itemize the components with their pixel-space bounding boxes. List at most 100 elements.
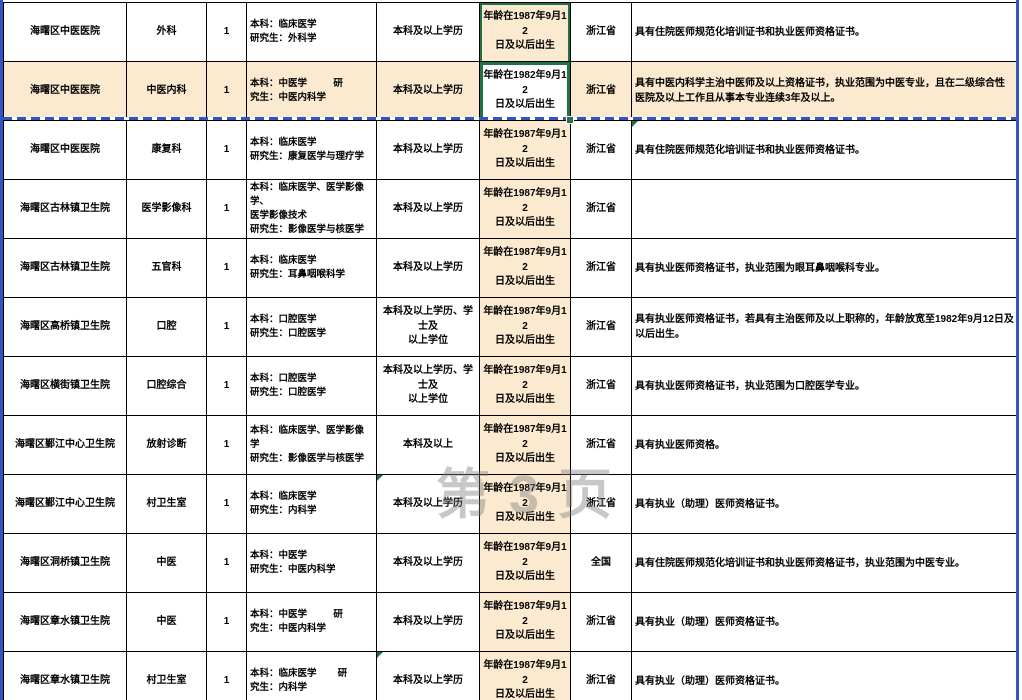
cell-count[interactable]: 1 — [206, 415, 247, 475]
cell-region[interactable]: 浙江省 — [570, 651, 632, 700]
cell-count[interactable]: 1 — [206, 61, 247, 121]
cell-remark[interactable]: 具有执业（助理）医师资格证书。 — [631, 592, 1018, 652]
cell-position[interactable]: 康复科 — [126, 120, 207, 180]
cell-education[interactable]: 本科：临床医学 研究生：内科学 — [246, 474, 377, 534]
cell-remark[interactable]: 具有执业医师资格证书，执业范围为口腔医学专业。 — [631, 356, 1018, 416]
cell-age[interactable]: 年龄在1987年9月12 日及以后出生 — [479, 297, 571, 357]
cell-education[interactable]: 本科：临床医学 研 究生：内科学 — [246, 651, 377, 700]
cell-count[interactable]: 1 — [206, 297, 247, 357]
cell-age-selection-range-top[interactable]: 年龄在1987年9月12 日及以后出生 — [479, 2, 571, 62]
cell-count[interactable]: 1 — [206, 651, 247, 700]
cell-degree[interactable]: 本科及以上学历 — [376, 120, 480, 180]
cell-education[interactable]: 本科：中医学 研 究生：中医内科学 — [246, 592, 377, 652]
cell-remark[interactable]: 具有住院医师规范化培训证书和执业医师资格证书。 — [631, 120, 1018, 180]
cell-position[interactable]: 村卫生室 — [126, 474, 207, 534]
cell-education[interactable]: 本科：临床医学 研究生：康复医学与理疗学 — [246, 120, 377, 180]
cell-count[interactable]: 1 — [206, 356, 247, 416]
cell-age[interactable]: 年龄在1987年9月12 日及以后出生 — [479, 651, 571, 700]
cell-region[interactable]: 浙江省 — [570, 238, 632, 298]
cell-degree[interactable]: 本科及以上 — [376, 415, 480, 475]
cell-remark[interactable]: 具有执业医师资格。 — [631, 415, 1018, 475]
cell-age[interactable]: 年龄在1987年9月12 日及以后出生 — [479, 592, 571, 652]
cell-org[interactable]: 海曙区中医医院 — [3, 2, 127, 62]
cell-position[interactable]: 口腔 — [126, 297, 207, 357]
cell-education[interactable]: 本科：中医学 研究生：中医内科学 — [246, 533, 377, 593]
cell-degree[interactable]: 本科及以上学历 — [376, 61, 480, 121]
cell-remark[interactable]: 具有中医内科学主治中医师及以上资格证书，执业范围为中医专业，且在二级综合性医院及… — [631, 61, 1018, 121]
cell-position[interactable]: 村卫生室 — [126, 651, 207, 700]
cell-remark[interactable]: 具有执业（助理）医师资格证书。 — [631, 474, 1018, 534]
cell-org[interactable]: 海曙区洞桥镇卫生院 — [3, 533, 127, 593]
cell-remark[interactable]: 具有住院医师规范化培训证书和执业医师资格证书。 — [631, 2, 1018, 62]
cell-count[interactable]: 1 — [206, 238, 247, 298]
cell-count[interactable]: 1 — [206, 2, 247, 62]
cell-org[interactable]: 海曙区高桥镇卫生院 — [3, 297, 127, 357]
cell-region[interactable]: 浙江省 — [570, 120, 632, 180]
cell-org[interactable]: 海曙区鄞江中心卫生院 — [3, 415, 127, 475]
cell-position[interactable]: 中医内科 — [126, 61, 207, 121]
cell-org[interactable]: 海曙区横街镇卫生院 — [3, 356, 127, 416]
cell-org[interactable]: 海曙区古林镇卫生院 — [3, 238, 127, 298]
cell-remark[interactable] — [631, 179, 1018, 239]
cell-degree[interactable]: 本科及以上学历 — [376, 2, 480, 62]
cell-remark[interactable]: 具有执业（助理）医师资格证书。 — [631, 651, 1018, 700]
cell-degree[interactable]: 本科及以上学历 — [376, 651, 480, 700]
cell-degree[interactable]: 本科及以上学历 — [376, 474, 480, 534]
cell-education[interactable]: 本科：口腔医学 研究生：口腔医学 — [246, 356, 377, 416]
cell-degree[interactable]: 本科及以上学历、学士及 以上学位 — [376, 297, 480, 357]
cell-count[interactable]: 1 — [206, 179, 247, 239]
cell-remark[interactable]: 具有住院医师规范化培训证书和执业医师资格证书，执业范围为中医专业。 — [631, 533, 1018, 593]
cell-education[interactable]: 本科：口腔医学 研究生：口腔医学 — [246, 297, 377, 357]
cell-position[interactable]: 五官科 — [126, 238, 207, 298]
cell-position[interactable]: 医学影像科 — [126, 179, 207, 239]
table-row: 海曙区中医医院 康复科 1 本科：临床医学 研究生：康复医学与理疗学 本科及以上… — [3, 120, 1018, 180]
cell-remark[interactable]: 具有执业医师资格证书，若具有主治医师及以上职称的，年龄放宽至1982年9月12日… — [631, 297, 1018, 357]
cell-count[interactable]: 1 — [206, 120, 247, 180]
cell-count[interactable]: 1 — [206, 474, 247, 534]
cell-degree[interactable]: 本科及以上学历 — [376, 533, 480, 593]
cell-position[interactable]: 口腔综合 — [126, 356, 207, 416]
cell-age[interactable]: 年龄在1987年9月12 日及以后出生 — [479, 238, 571, 298]
cell-org[interactable]: 海曙区章水镇卫生院 — [3, 592, 127, 652]
cell-age[interactable]: 年龄在1987年9月12 日及以后出生 — [479, 474, 571, 534]
cell-position[interactable]: 中医 — [126, 592, 207, 652]
cell-degree[interactable]: 本科及以上学历 — [376, 179, 480, 239]
cell-org[interactable]: 海曙区中医医院 — [3, 120, 127, 180]
cell-remark[interactable]: 具有执业医师资格证书，执业范围为眼耳鼻咽喉科专业。 — [631, 238, 1018, 298]
cell-degree[interactable]: 本科及以上学历 — [376, 592, 480, 652]
cell-org[interactable]: 海曙区中医医院 — [3, 61, 127, 121]
cell-region[interactable]: 浙江省 — [570, 415, 632, 475]
fill-handle[interactable] — [566, 116, 574, 124]
cell-region[interactable]: 浙江省 — [570, 2, 632, 62]
cell-count[interactable]: 1 — [206, 592, 247, 652]
cell-education[interactable]: 本科：临床医学、医学影像学 研究生：影像医学与核医学 — [246, 415, 377, 475]
cell-age[interactable]: 年龄在1987年9月12 日及以后出生 — [479, 415, 571, 475]
cell-org[interactable]: 海曙区古林镇卫生院 — [3, 179, 127, 239]
cell-education[interactable]: 本科：临床医学 研究生：耳鼻咽喉科学 — [246, 238, 377, 298]
cell-position[interactable]: 中医 — [126, 533, 207, 593]
cell-org[interactable]: 海曙区鄞江中心卫生院 — [3, 474, 127, 534]
cell-education[interactable]: 本科：临床医学、医学影像学、 医学影像技术 研究生：影像医学与核医学 — [246, 179, 377, 239]
cell-count[interactable]: 1 — [206, 533, 247, 593]
cell-age[interactable]: 年龄在1987年9月12 日及以后出生 — [479, 179, 571, 239]
cell-region[interactable]: 浙江省 — [570, 61, 632, 121]
cell-region[interactable]: 浙江省 — [570, 179, 632, 239]
cell-region[interactable]: 浙江省 — [570, 474, 632, 534]
cell-position[interactable]: 放射诊断 — [126, 415, 207, 475]
print-area-line-right — [1016, 0, 1019, 700]
cell-age[interactable]: 年龄在1987年9月12 日及以后出生 — [479, 356, 571, 416]
cell-position[interactable]: 外科 — [126, 2, 207, 62]
cell-age[interactable]: 年龄在1987年9月12 日及以后出生 — [479, 533, 571, 593]
cell-region[interactable]: 浙江省 — [570, 592, 632, 652]
cell-education[interactable]: 本科：中医学 研 究生：中医内科学 — [246, 61, 377, 121]
cell-region[interactable]: 浙江省 — [570, 356, 632, 416]
cell-region[interactable]: 浙江省 — [570, 297, 632, 357]
cell-degree[interactable]: 本科及以上学历 — [376, 238, 480, 298]
cell-age[interactable]: 年龄在1987年9月12 日及以后出生 — [479, 120, 571, 180]
cell-degree[interactable]: 本科及以上学历、学士及 以上学位 — [376, 356, 480, 416]
cell-age-active-selected[interactable]: 年龄在1982年9月12 日及以后出生 — [479, 61, 574, 124]
cell-org[interactable]: 海曙区章水镇卫生院 — [3, 651, 127, 700]
cell-education[interactable]: 本科：临床医学 研究生：外科学 — [246, 2, 377, 62]
cell-region[interactable]: 全国 — [570, 533, 632, 593]
